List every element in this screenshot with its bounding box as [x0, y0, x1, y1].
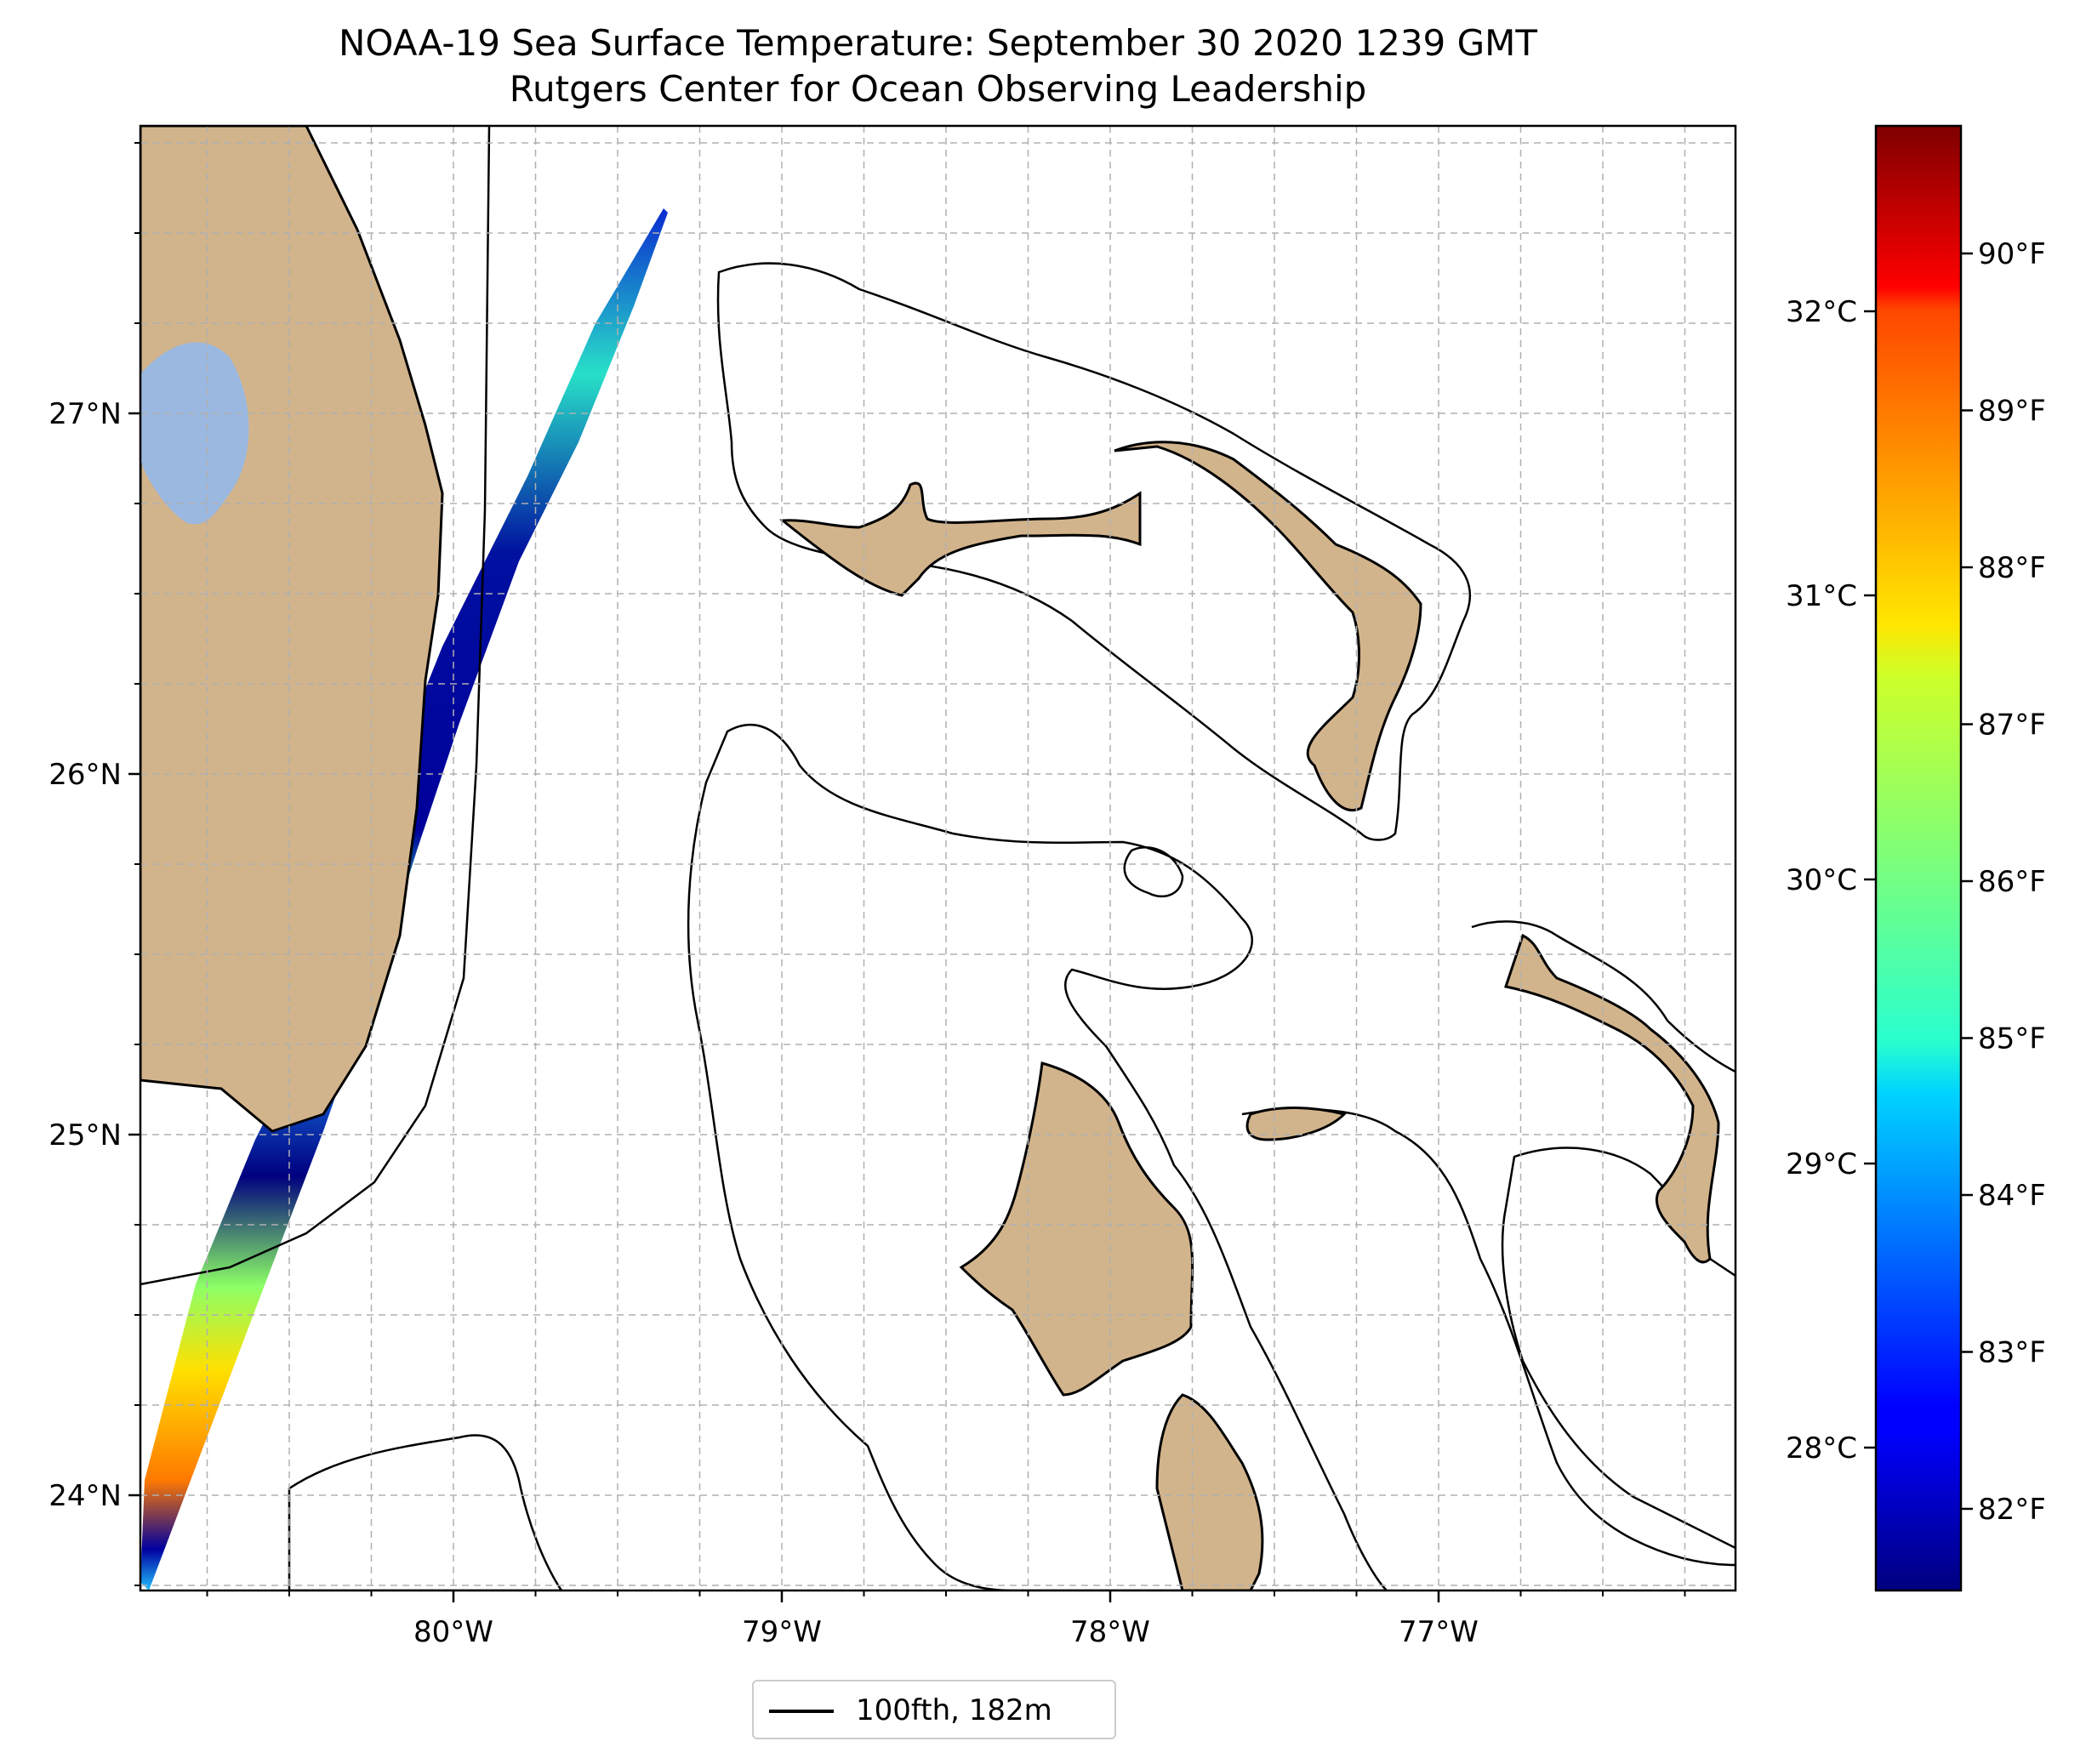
lat-tick-label: 27°N: [48, 397, 122, 431]
sst-swath: [140, 208, 668, 1590]
abaco: [1114, 441, 1422, 811]
lat-tick-label: 25°N: [48, 1118, 122, 1152]
florida-land: [140, 126, 444, 1133]
map-area: [140, 126, 1735, 1590]
bahamas-islands: [779, 441, 1720, 1590]
fahrenheit-tick-label: 89°F: [1978, 395, 2046, 429]
grand-bahama: [779, 481, 1142, 597]
fahrenheit-tick-label: 83°F: [1978, 1336, 2046, 1370]
legend-line-swatch: [769, 1710, 834, 1713]
chart-title: NOAA-19 Sea Surface Temperature: Septemb…: [338, 22, 1538, 64]
fahrenheit-tick-label: 90°F: [1978, 237, 2046, 271]
fahrenheit-tick-label: 86°F: [1978, 865, 2046, 899]
colorbar: [1874, 124, 1963, 1592]
fahrenheit-tick-label: 84°F: [1978, 1179, 2046, 1213]
axis-ticks: 80°W 79°W 78°W 77°W 27°N 26°N 25°N 24°N: [48, 142, 1686, 1649]
legend-label: 100fth, 182m: [856, 1693, 1052, 1727]
lat-tick-label: 24°N: [48, 1479, 122, 1513]
celsius-tick-label: 28°C: [1786, 1431, 1857, 1465]
lat-tick-label: 26°N: [48, 758, 122, 792]
celsius-tick-label: 31°C: [1786, 579, 1857, 613]
lon-tick-label: 77°W: [1399, 1615, 1479, 1649]
lon-tick-label: 78°W: [1070, 1615, 1150, 1649]
gridlines: [140, 126, 1735, 1590]
lon-tick-label: 79°W: [742, 1615, 822, 1649]
south-andros: [1155, 1393, 1264, 1590]
fahrenheit-tick-label: 85°F: [1978, 1022, 2046, 1056]
bathymetry-contours: [140, 126, 1735, 1590]
lon-tick-label: 80°W: [413, 1615, 493, 1649]
celsius-tick-label: 29°C: [1786, 1147, 1857, 1181]
fahrenheit-tick-label: 88°F: [1978, 551, 2046, 585]
colorbar-ticks: 28°C 29°C 30°C 31°C 32°C 82°F 83°F 84°F 85°F 86°F…: [1786, 237, 2046, 1527]
legend: 100fth, 182m: [752, 1680, 1116, 1739]
fahrenheit-tick-label: 82°F: [1978, 1493, 2046, 1527]
celsius-tick-label: 30°C: [1786, 863, 1857, 897]
fahrenheit-tick-label: 87°F: [1978, 708, 2046, 743]
new-providence: [1245, 1107, 1347, 1141]
map-frame: [139, 124, 1737, 1592]
chart-subtitle: Rutgers Center for Ocean Observing Leade…: [509, 68, 1367, 110]
lake-okeechobee: [140, 342, 249, 525]
eleuthera: [1504, 933, 1720, 1264]
andros: [959, 1061, 1194, 1397]
celsius-tick-label: 32°C: [1786, 295, 1857, 329]
